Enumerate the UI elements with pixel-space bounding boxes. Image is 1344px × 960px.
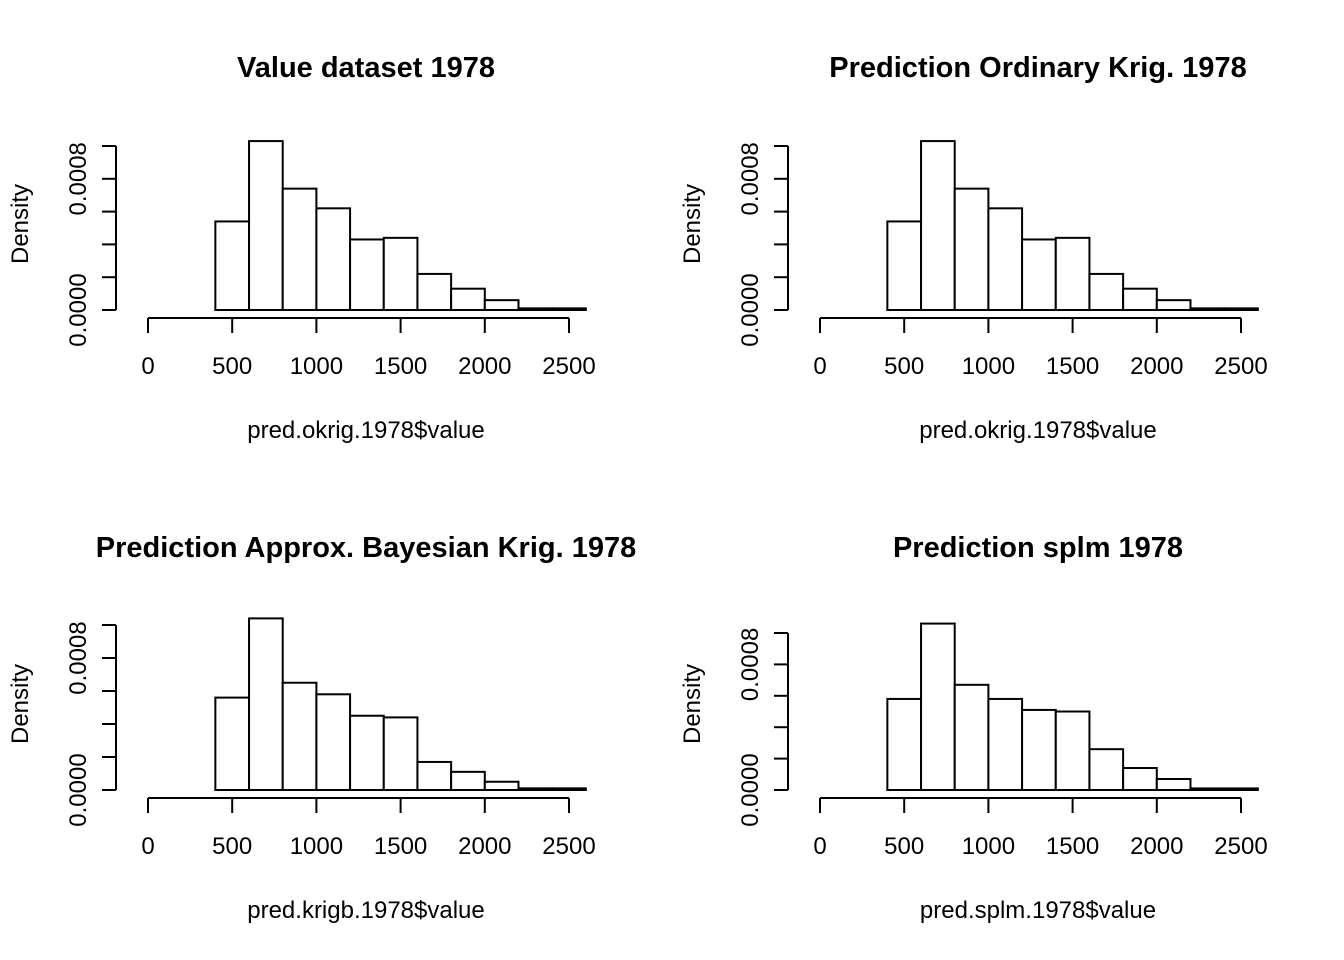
histogram-bar	[1155, 778, 1192, 792]
x-axis-label: pred.okrig.1978$value	[247, 417, 485, 444]
x-tick-label: 2000	[458, 833, 511, 860]
y-tick-label: 0.0000	[737, 273, 764, 346]
x-tick-label: 1000	[962, 353, 1015, 380]
histogram-bar	[1223, 307, 1259, 311]
histogram-bar	[1021, 708, 1057, 791]
histogram-bar	[1088, 272, 1125, 312]
chart-title: Prediction Approx. Bayesian Krig. 1978	[96, 532, 636, 564]
histogram-bar	[349, 714, 385, 791]
histogram-bar	[1223, 787, 1259, 791]
histogram-bar	[551, 787, 587, 791]
x-tick-label: 1500	[374, 353, 427, 380]
histogram-bar	[382, 236, 419, 311]
x-tick-label: 500	[884, 353, 924, 380]
histogram-bar	[1122, 287, 1158, 311]
histogram-panel-4: Prediction splm 1978 0 500 1000 1500 2000 2500…	[679, 532, 1268, 924]
histogram-bar	[483, 299, 520, 312]
histogram-bar	[416, 760, 453, 792]
histogram-bar	[450, 287, 486, 311]
chart-title: Prediction splm 1978	[893, 532, 1183, 564]
x-tick-label: 500	[212, 833, 252, 860]
histogram-panel-1: Value dataset 1978 0 500 1000 1500 2000 2500 0.…	[7, 52, 596, 444]
x-tick-label: 0	[141, 353, 154, 380]
histogram-bar	[281, 681, 318, 791]
histogram-bar	[953, 683, 990, 791]
x-tick-label: 500	[884, 833, 924, 860]
histogram-bar	[248, 617, 284, 792]
histogram-bar	[1122, 767, 1158, 792]
histogram-bar	[382, 716, 419, 792]
y-tick-label: 0.0000	[65, 753, 92, 826]
chart-title: Value dataset 1978	[237, 52, 495, 84]
histogram-bar	[483, 780, 520, 791]
x-tick-label: 2500	[542, 833, 595, 860]
x-tick-label: 1500	[1046, 833, 1099, 860]
x-axis-label: pred.krigb.1978$value	[247, 897, 485, 924]
histogram-bar	[920, 622, 956, 792]
histogram-bar	[214, 220, 251, 311]
x-tick-label: 1000	[290, 353, 343, 380]
histogram-bar	[1054, 710, 1091, 791]
histogram-bar	[551, 307, 587, 311]
x-tick-label: 0	[813, 833, 826, 860]
histogram-bar	[886, 220, 923, 311]
x-tick-label: 1000	[290, 833, 343, 860]
histogram-panel-3: Prediction Approx. Bayesian Krig. 1978 0 5…	[7, 532, 636, 924]
histogram-bar	[1021, 238, 1057, 311]
x-tick-label: 1500	[374, 833, 427, 860]
x-tick-label: 2500	[1214, 353, 1267, 380]
histogram-bar	[450, 770, 486, 791]
chart-title: Prediction Ordinary Krig. 1978	[829, 52, 1246, 84]
x-tick-label: 1500	[1046, 353, 1099, 380]
histogram-bar	[1189, 307, 1226, 311]
x-tick-label: 2500	[1214, 833, 1267, 860]
x-tick-label: 1000	[962, 833, 1015, 860]
histogram-bar	[1189, 787, 1226, 791]
histogram-bar	[1054, 236, 1091, 311]
x-tick-label: 2500	[542, 353, 595, 380]
x-axis-label: pred.splm.1978$value	[920, 897, 1156, 924]
histogram-bar	[416, 272, 453, 312]
y-tick-label: 0.0000	[737, 753, 764, 826]
histogram-bar	[1088, 748, 1125, 791]
y-tick-label: 0.0000	[65, 273, 92, 346]
x-tick-label: 2000	[1130, 833, 1183, 860]
y-tick-label: 0.0008	[65, 142, 92, 215]
histogram-bar	[517, 787, 554, 791]
y-axis-label: Density	[7, 184, 34, 264]
histogram-bar	[248, 140, 284, 311]
y-tick-label: 0.0008	[65, 621, 92, 694]
x-axis-label: pred.okrig.1978$value	[919, 417, 1157, 444]
histogram-bar	[987, 207, 1024, 312]
y-axis-label: Density	[7, 664, 34, 744]
x-tick-label: 0	[813, 353, 826, 380]
histogram-bar	[315, 207, 352, 312]
histogram-bar	[987, 697, 1024, 791]
histogram-bar	[953, 187, 990, 311]
histogram-bar	[214, 696, 251, 791]
x-tick-label: 2000	[1130, 353, 1183, 380]
y-axis-label: Density	[679, 664, 706, 744]
histogram-bar	[517, 307, 554, 311]
histogram-bar	[920, 140, 956, 311]
x-tick-label: 2000	[458, 353, 511, 380]
histogram-bar	[1155, 299, 1192, 312]
histogram-panel-2: Prediction Ordinary Krig. 1978 0 500 1000 15…	[679, 52, 1268, 444]
histogram-bar	[315, 693, 352, 791]
x-tick-label: 500	[212, 353, 252, 380]
y-tick-label: 0.0008	[737, 142, 764, 215]
y-axis-label: Density	[679, 184, 706, 264]
x-tick-label: 0	[141, 833, 154, 860]
histogram-bar	[349, 238, 385, 311]
y-tick-label: 0.0008	[737, 628, 764, 701]
histogram-bar	[281, 187, 318, 311]
histogram-bar	[886, 697, 923, 791]
